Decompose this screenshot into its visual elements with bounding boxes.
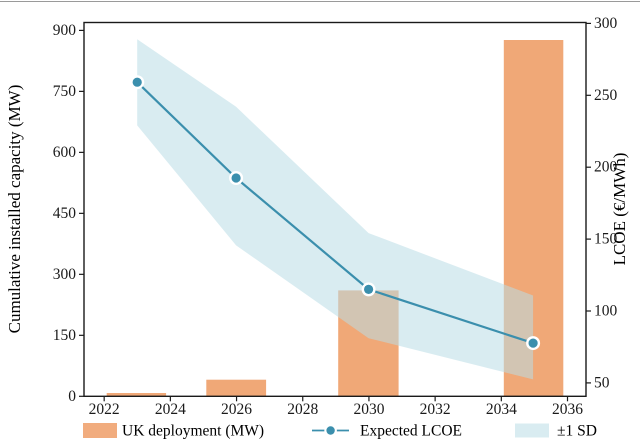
svg-text:0: 0 [68, 388, 76, 405]
svg-text:600: 600 [53, 144, 77, 161]
svg-text:2026: 2026 [221, 401, 252, 418]
svg-text:2032: 2032 [420, 401, 451, 418]
svg-text:50: 50 [594, 374, 610, 391]
svg-text:150: 150 [53, 327, 77, 344]
svg-text:2028: 2028 [287, 401, 318, 418]
svg-text:2024: 2024 [155, 401, 186, 418]
svg-text:Cumulative installed capacity: Cumulative installed capacity (MW) [5, 85, 24, 334]
svg-text:2034: 2034 [486, 401, 517, 418]
svg-text:250: 250 [594, 87, 618, 104]
svg-text:2022: 2022 [89, 401, 120, 418]
svg-text:LCOE (€/MWh): LCOE (€/MWh) [610, 153, 629, 266]
svg-text:2030: 2030 [353, 401, 384, 418]
svg-text:450: 450 [53, 205, 77, 222]
svg-text:±1 SD: ±1 SD [557, 423, 597, 440]
svg-text:300: 300 [594, 15, 618, 32]
svg-text:900: 900 [53, 22, 77, 39]
svg-text:2036: 2036 [552, 401, 583, 418]
svg-text:750: 750 [53, 83, 77, 100]
svg-text:300: 300 [53, 266, 77, 283]
svg-text:UK deployment (MW): UK deployment (MW) [122, 423, 264, 440]
svg-text:100: 100 [594, 303, 618, 320]
svg-text:Expected LCOE: Expected LCOE [360, 423, 462, 440]
